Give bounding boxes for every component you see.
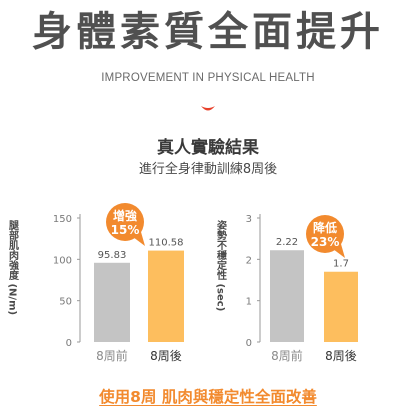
- strength-y-tick-label: 100: [53, 255, 72, 266]
- posture-badge-title: 降低: [313, 220, 337, 235]
- posture-y-tick-label: 0: [246, 338, 252, 349]
- muscle-strength-chart: 腿部肌肉強度 (N/m) 0 50 100 150 95.83 8周前 110.58 8周後 增強…: [7, 203, 184, 363]
- posture-y-tick-label: 1: [246, 297, 252, 308]
- strength-y-axis-label: 腿部肌肉強度 (N/m): [7, 220, 19, 315]
- strength-category-label: 8周後: [150, 349, 182, 363]
- strength-bar-after: [148, 250, 184, 342]
- posture-y-tick-label: 2: [246, 255, 252, 266]
- strength-badge-title: 增強: [113, 208, 137, 223]
- strength-badge-value: 15%: [111, 223, 140, 237]
- page-subheadline: IMPROVEMENT IN PHYSICAL HEALTH: [101, 72, 315, 84]
- strength-badge-circle: [106, 203, 144, 241]
- strength-y-tick-label: 150: [53, 214, 72, 225]
- strength-bar-before: [94, 262, 130, 342]
- posture-bar-before: [270, 250, 304, 342]
- posture-bar-after: [324, 271, 358, 342]
- strength-badge-tail: [133, 232, 145, 246]
- posture-badge-value: 23%: [311, 235, 340, 249]
- posture-y-axis-label: 姿勢不穩定性 (sec): [215, 219, 228, 311]
- posture-y-tick-label: 3: [246, 214, 252, 225]
- smile-icon: [201, 106, 215, 111]
- posture-category-label: 8周前: [271, 348, 303, 363]
- strength-y-tick-label: 50: [59, 297, 72, 308]
- posture-badge-circle: [306, 215, 344, 253]
- strength-value-label: 110.58: [149, 238, 184, 249]
- strength-category-label: 8周前: [96, 348, 128, 363]
- section-title: 真人實驗結果: [157, 138, 259, 158]
- posture-badge-tail: [333, 244, 345, 258]
- strength-y-tick-label: 0: [66, 338, 72, 349]
- footer-summary: 使用8周 肌肉與穩定性全面改善: [99, 388, 317, 406]
- page-headline: 身體素質全面提升: [32, 9, 384, 55]
- posture-category-label: 8周後: [325, 349, 357, 363]
- posture-value-label: 1.7: [333, 259, 349, 270]
- posture-value-label: 2.22: [276, 237, 298, 248]
- strength-value-label: 95.83: [98, 250, 127, 261]
- section-subtitle: 進行全身律動訓練8周後: [138, 162, 278, 177]
